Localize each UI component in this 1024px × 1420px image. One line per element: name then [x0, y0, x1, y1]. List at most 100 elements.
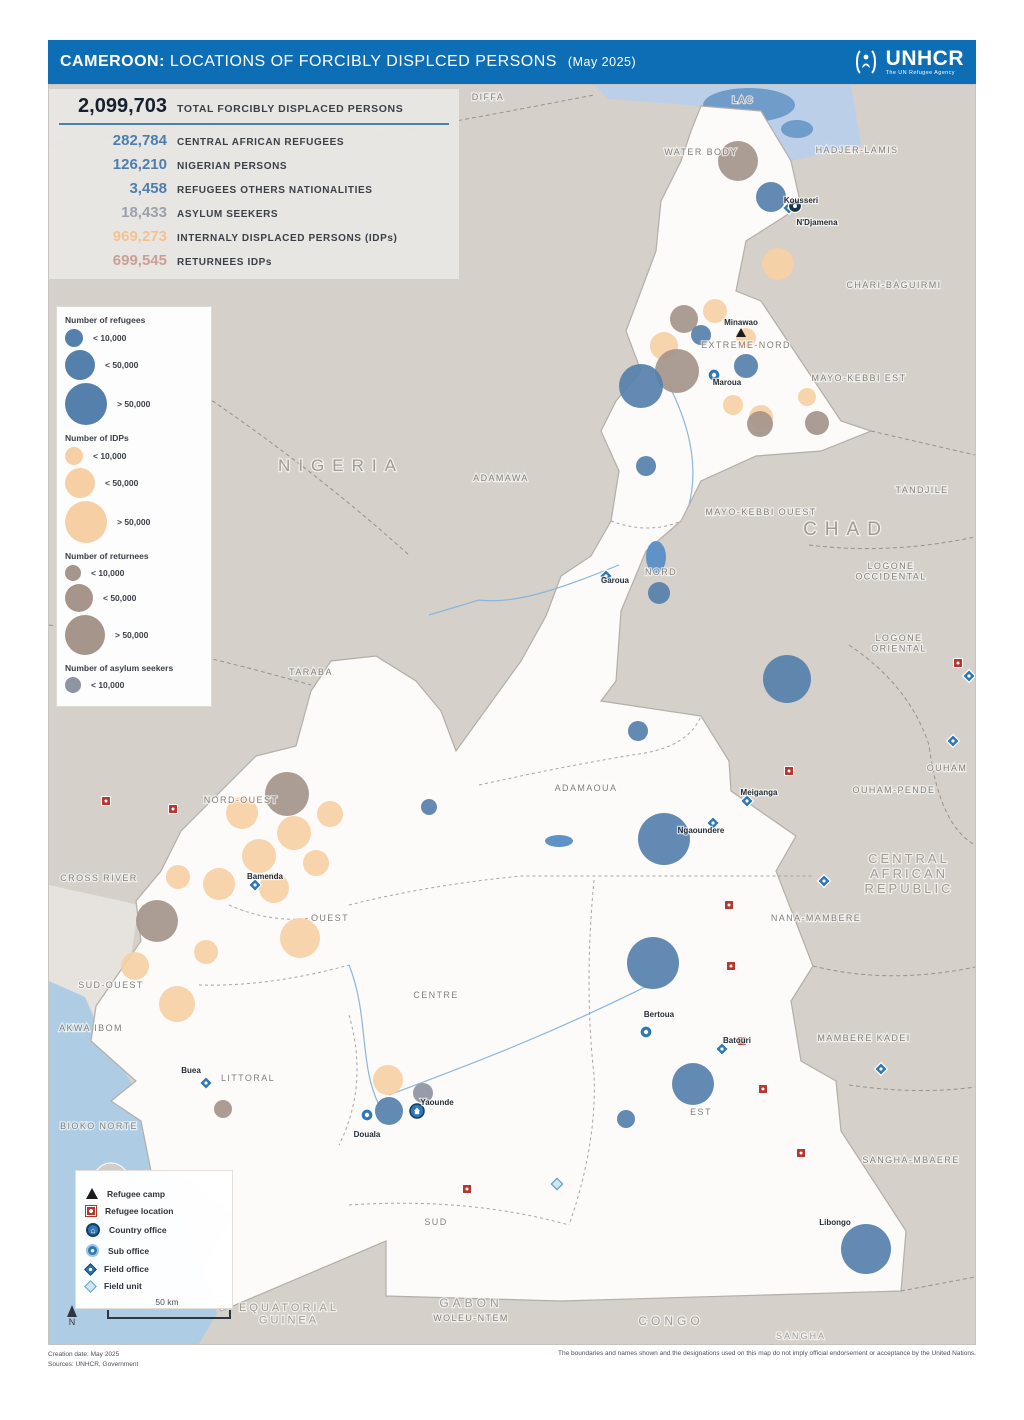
stat-row: 969,273 INTERNALY DISPLACED PERSONS (IDPs… — [59, 228, 449, 245]
field-office-icon — [84, 1262, 97, 1276]
refugee-location-dot — [727, 903, 731, 907]
map-sheet: CAMEROON: LOCATIONS OF FORCIBLY DISPLCED… — [48, 40, 976, 1345]
map-canvas: NIGERIA CHAD CENTRAL AFRICAN REPUBLIC GABON EQ… — [48, 84, 976, 1345]
refugees-circle — [421, 799, 437, 815]
size-legend-label: < 50,000 — [105, 478, 139, 488]
stat-row: 699,545 RETURNEES IDPs — [59, 252, 449, 269]
refugees-circle — [627, 937, 679, 989]
city-label: Bamenda — [247, 872, 284, 881]
returnees-circle — [214, 1100, 232, 1118]
stat-rows: 282,784 CENTRAL AFRICAN REFUGEES 126,210 NI… — [59, 132, 449, 269]
size-legend-circle — [65, 584, 93, 612]
rivers — [348, 384, 694, 1106]
stat-label: CENTRAL AFRICAN REFUGEES — [177, 137, 345, 148]
map-footer: Creation date: May 2025 Sources: UNHCR, … — [48, 1350, 976, 1370]
stat-row: 282,784 CENTRAL AFRICAN REFUGEES — [59, 132, 449, 149]
red-square-icon — [86, 1206, 96, 1216]
idps-circle — [242, 839, 276, 873]
unhcr-emblem-icon — [855, 50, 876, 74]
symbol-legend-row: ● Sub office — [86, 1244, 222, 1257]
country-label: SANGHA — [776, 1331, 826, 1341]
stat-total-row: 2,099,703 TOTAL FORCIBLY DISPLACED PERSO… — [59, 95, 449, 125]
refugees-circle — [672, 1063, 714, 1105]
refugees-circle — [628, 721, 648, 741]
refugees-circle — [763, 655, 811, 703]
north-arrow-icon: N — [67, 1305, 77, 1327]
refugees-circle — [638, 813, 690, 865]
region-label: WOLEU-NTEM — [433, 1313, 509, 1323]
region-label: NORD — [645, 567, 677, 577]
refugees-circle — [734, 354, 758, 378]
field-office-dot — [951, 739, 955, 743]
field-office-dot — [604, 574, 608, 578]
stat-value: 282,784 — [112, 132, 167, 149]
scale-label: 50 km — [155, 1297, 179, 1307]
country-label: CONGO — [638, 1314, 703, 1328]
title-country: CAMEROON: — [60, 53, 165, 70]
country-label: GABON — [439, 1296, 502, 1310]
region-label: NORD-OUEST — [204, 795, 279, 805]
size-legend-label: > 50,000 — [117, 399, 151, 409]
region-label: OUEST — [311, 913, 349, 923]
symbol-legend-label: Sub office — [108, 1245, 150, 1256]
size-legend-title: Number of IDPs — [65, 433, 129, 443]
size-legend-label: < 50,000 — [103, 593, 137, 603]
stat-label: RETURNEES IDPs — [177, 257, 273, 268]
refugee-location-dot — [729, 964, 733, 968]
size-legend-label: > 50,000 — [117, 517, 151, 527]
stat-value: 699,545 — [112, 252, 167, 269]
idps-circle — [159, 986, 195, 1022]
refugees-circle — [691, 325, 711, 345]
region-label: ADAMAWA — [473, 473, 529, 483]
refugee-location-dot — [104, 799, 108, 803]
symbol-legend-label: Field unit — [104, 1281, 142, 1291]
size-legend-row: < 10,000 — [65, 677, 203, 693]
field-office-dot — [822, 879, 826, 883]
refugee-location-dot — [465, 1187, 469, 1191]
region-label: MAYO-KEBBI OUEST — [705, 507, 816, 517]
title-text: LOCATIONS OF FORCIBLY DISPLCED PERSONS — [169, 53, 557, 70]
size-legend-title: Number of asylum seekers — [65, 663, 174, 673]
size-legend-circle — [65, 329, 83, 347]
footer-creation-date: Creation date: May 2025 — [48, 1351, 120, 1358]
idps-circle — [723, 395, 743, 415]
size-legend-title: Number of refugees — [65, 315, 146, 325]
idps-circle — [798, 388, 816, 406]
map-svg: NIGERIA CHAD CENTRAL AFRICAN REPUBLIC GABON EQ… — [49, 85, 975, 1344]
refugee-location-dot — [761, 1087, 765, 1091]
stat-value: 126,210 — [112, 156, 167, 173]
stat-total-label: TOTAL FORCIBLY DISPLACED PERSONS — [177, 103, 404, 115]
scale-bar — [107, 1310, 231, 1319]
statistics-panel: 2,099,703 TOTAL FORCIBLY DISPLACED PERSO… — [49, 89, 459, 279]
size-legend-circle — [65, 565, 81, 581]
region-label: TANDJILE — [895, 485, 948, 495]
region-label: MAMBERE KADEI — [817, 1033, 910, 1043]
region-label: EST — [690, 1107, 712, 1117]
city-label: Buea — [181, 1066, 201, 1075]
symbol-legend: Refugee camp Refugee location ⌂ Country off… — [76, 1171, 232, 1308]
idps-circle — [280, 918, 320, 958]
stat-label: ASYLUM SEEKERS — [177, 209, 279, 220]
idps-circle — [317, 801, 343, 827]
region-label: CENTRE — [413, 990, 458, 1000]
stat-label: INTERNALY DISPLACED PERSONS (IDPs) — [177, 233, 398, 244]
field-office-dot — [720, 1047, 724, 1051]
returnees-circle — [265, 772, 309, 816]
idps-circle — [203, 868, 235, 900]
country-office-icon: ⌂ — [86, 1223, 100, 1237]
field-office-dot — [879, 1067, 883, 1071]
office-roof — [414, 1107, 420, 1111]
field-office-dot — [745, 799, 749, 803]
region-label: DIFFA — [472, 92, 505, 102]
size-legend-label: < 10,000 — [93, 333, 127, 343]
circle-size-legend: Number of refugees < 10,000 < 50,000 > 50,0… — [56, 306, 212, 707]
field-office-dot — [967, 674, 971, 678]
city-label: N'Djamena — [796, 218, 838, 227]
city-label: Kousseri — [784, 196, 818, 205]
city-label: Douala — [354, 1130, 381, 1139]
country-label: NIGERIA — [278, 456, 404, 475]
refugees-circle — [619, 364, 663, 408]
stat-row: 126,210 NIGERIAN PERSONS — [59, 156, 449, 173]
region-label: TARABA — [289, 667, 333, 677]
